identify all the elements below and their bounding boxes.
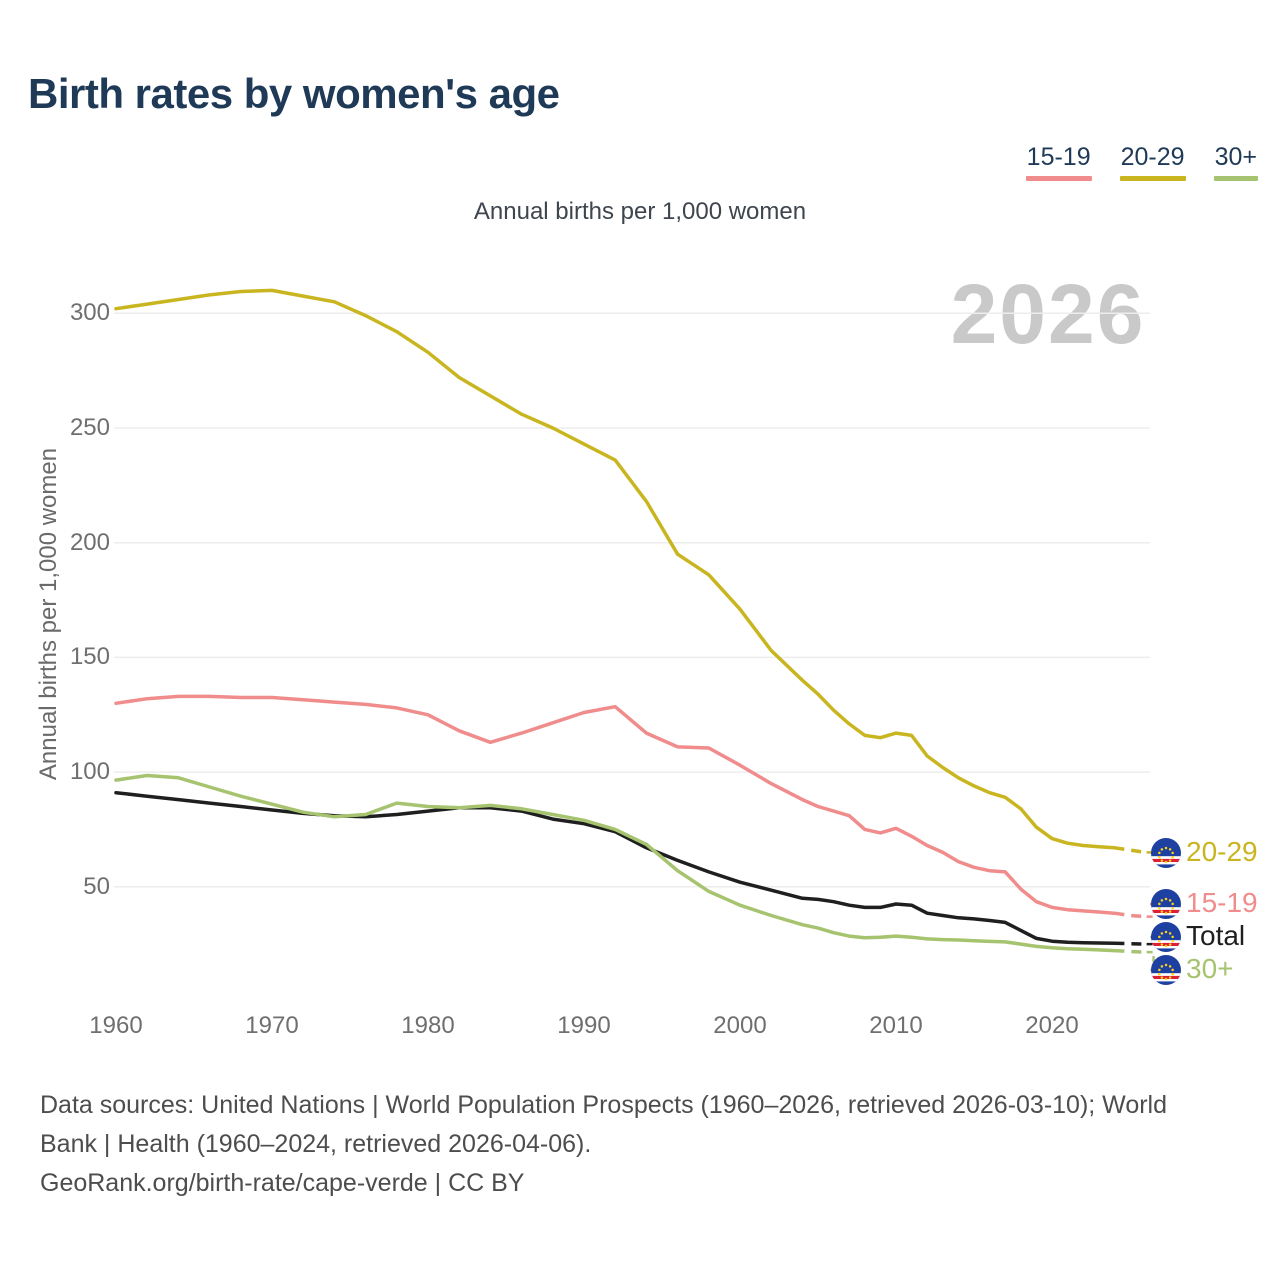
x-tick-1960: 1960	[89, 1012, 143, 1039]
legend-item-30+[interactable]: 30+	[1213, 143, 1258, 181]
x-tick-2000: 2000	[713, 1012, 767, 1039]
cape-verde-flag-icon	[1151, 838, 1181, 868]
y-tick-250: 250	[69, 414, 110, 441]
legend-item-20-29[interactable]: 20-29	[1119, 143, 1186, 181]
end-label-20-29: 20-29	[1186, 836, 1258, 867]
series-line-15-19[interactable]	[114, 694, 1146, 919]
x-tick-2010: 2010	[869, 1012, 923, 1039]
page-title: Birth rates by women's age	[28, 70, 560, 117]
attribution-link-text: GeoRank.org/birth-rate/cape-verde | CC B…	[40, 1169, 525, 1197]
legend-item-15-19[interactable]: 15-19	[1025, 143, 1092, 181]
footer: Data sources: United Nations | World Pop…	[40, 1086, 1220, 1203]
cape-verde-flag-icon	[1151, 955, 1181, 985]
end-label-15-19: 15-19	[1186, 887, 1258, 918]
end-label-30+: 30+	[1186, 953, 1234, 984]
legend-label: 15-19	[1026, 143, 1091, 171]
series-projected-15-19	[1114, 911, 1146, 919]
chart-subtitle: Annual births per 1,000 women	[473, 198, 807, 225]
y-tick-200: 200	[69, 528, 110, 556]
series-line-20-29[interactable]	[114, 288, 1146, 855]
x-tick-1980: 1980	[401, 1012, 455, 1039]
x-tick-1990: 1990	[557, 1012, 611, 1039]
series-solid-15-19	[114, 694, 1117, 915]
series-line-Total[interactable]	[114, 790, 1146, 946]
series-solid-30+	[114, 773, 1117, 953]
x-tick-1970: 1970	[245, 1012, 299, 1039]
legend-label: 30+	[1214, 143, 1257, 171]
y-tick-150: 150	[69, 643, 110, 671]
legend-label: 20-29	[1120, 143, 1185, 171]
series-solid-Total	[114, 790, 1117, 945]
legend-color-bar	[1213, 176, 1258, 181]
series-line-30+[interactable]	[114, 773, 1146, 954]
y-tick-50: 50	[83, 872, 110, 900]
cape-verde-flag-icon	[1151, 922, 1181, 952]
y-tick-300: 300	[69, 299, 110, 327]
x-tick-2020: 2020	[1025, 1012, 1079, 1039]
y-tick-100: 100	[69, 758, 110, 786]
end-label-Total: Total	[1186, 920, 1246, 951]
series-projected-30+	[1114, 948, 1146, 954]
cape-verde-flag-icon	[1151, 889, 1181, 919]
legend-color-bar	[1119, 176, 1186, 181]
data-sources-text: Data sources: United Nations | World Pop…	[40, 1091, 1168, 1158]
series-solid-20-29	[114, 288, 1117, 850]
legend-color-bar	[1025, 176, 1092, 181]
legend: 15-19 20-29 30+	[1025, 143, 1258, 181]
series-projected-20-29	[1114, 846, 1146, 855]
series-projected-Total	[1114, 941, 1146, 946]
